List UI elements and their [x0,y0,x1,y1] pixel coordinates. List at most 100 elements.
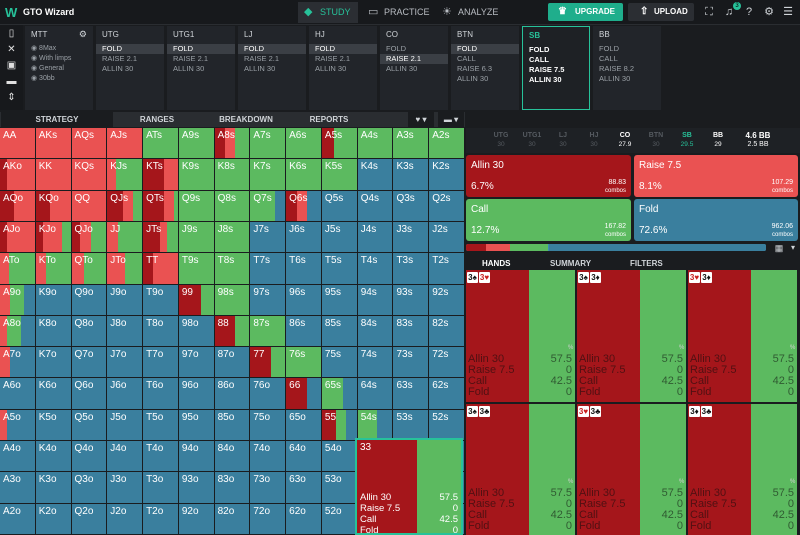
tab-ranges[interactable]: RANGES [139,115,175,124]
hand-cell[interactable]: T6s [286,253,322,285]
action-option[interactable]: FOLD [167,44,235,54]
hand-cell[interactable]: 74o [250,441,287,473]
combo-cell[interactable]: 3♦ 3♣% Allin 30 57.5 Raise 7.5 0 Call 42.5 Fold 0 [688,404,798,535]
hand-cell[interactable]: KTo [35,253,72,285]
hand-cell[interactable]: JTs [143,221,179,254]
hand-cell[interactable]: 62s [429,378,465,410]
hand-cell[interactable]: Q9o [71,284,108,316]
position-stack-co[interactable]: CO 27.9 [612,131,638,151]
hand-cell[interactable]: QJs [107,190,144,222]
hand-cell[interactable]: A3s [393,128,430,160]
hand-cell[interactable]: J8s [214,221,251,254]
hand-cell[interactable]: T6o [143,378,179,410]
action-option[interactable]: RAISE 2.1 [315,54,351,63]
action-call-box[interactable]: Call 12.7% 167.82 combos [466,199,631,241]
hand-cell[interactable]: K6o [35,378,72,410]
nav-analyze[interactable]: ☀ ANALYZE [436,2,500,23]
hand-cell[interactable]: 99 [178,284,215,316]
hand-cell[interactable]: QTs [143,190,179,222]
tab-strategy[interactable]: STRATEGY [1,112,113,127]
hand-cell[interactable]: A2o [0,503,36,535]
position-card-bb[interactable]: BB FOLD CALL RAISE 8.2 ALLIN 30 [593,26,661,110]
hand-cell[interactable]: 52s [429,409,465,442]
hand-cell[interactable]: A2s [429,128,465,160]
hand-cell[interactable]: 96o [178,378,215,410]
hand-cell[interactable]: A4s [357,128,394,160]
hand-cell[interactable]: KJs [107,159,144,191]
bell-icon[interactable]: ♫ [724,6,734,18]
action-option[interactable]: FOLD [238,44,306,54]
hand-cell[interactable]: 92o [178,503,215,535]
hand-cell[interactable]: 76o [250,378,287,410]
hand-cell[interactable]: K9s [178,159,215,191]
nav-study[interactable]: ◆ STUDY [298,2,358,23]
hand-cell[interactable]: T4s [357,253,394,285]
hand-cell[interactable]: Q2o [71,503,108,535]
hand-cell[interactable]: J5s [321,221,358,254]
action-option[interactable]: ALLIN 30 [173,64,205,73]
hand-cell[interactable]: T2s [429,253,465,285]
hand-cell[interactable]: Q2s [429,190,465,222]
hand-cell[interactable]: 97s [250,284,287,316]
hand-cell[interactable]: 82o [214,503,251,535]
settings-icon[interactable]: ⚙ [78,29,87,39]
hand-cell[interactable]: J4o [107,441,144,473]
action-option[interactable]: RAISE 2.1 [102,54,138,63]
hand-cell[interactable]: T3o [143,472,179,504]
hand-cell[interactable]: TT [143,253,179,285]
hand-cell[interactable]: JTo [107,253,144,285]
hand-cell[interactable]: Q4s [357,190,394,222]
save-icon[interactable]: ▣ [6,60,17,71]
hand-cell[interactable]: 73s [393,347,430,379]
hand-cell[interactable]: K7s [250,159,287,191]
hand-cell[interactable]: 84s [357,315,394,348]
action-option[interactable]: ALLIN 30 [599,74,631,83]
action-option[interactable]: FOLD [309,44,377,54]
hand-cell[interactable]: 76s [286,347,322,379]
heart-dropdown-icon[interactable]: ♥ ▾ [408,112,434,127]
hand-cell[interactable]: 72s [429,347,465,379]
hand-cell[interactable]: 64o [286,441,322,473]
position-card-utg[interactable]: UTG FOLD RAISE 2.1 ALLIN 30 [96,26,164,110]
action-option[interactable]: ALLIN 30 [386,64,418,73]
upload-button[interactable]: ⇧ UPLOAD [628,3,694,21]
hand-cell[interactable]: J9o [107,284,144,316]
hand-cell[interactable]: 77 [250,347,287,379]
hand-cell[interactable]: 97o [178,347,215,379]
hand-cell[interactable]: 55 [321,409,358,442]
display-dropdown-icon[interactable]: ▬ ▾ [438,112,464,127]
hand-cell[interactable]: A8s [214,128,251,160]
hand-cell[interactable]: 73o [250,472,287,504]
combo-cell[interactable]: 3♥ 3♦% Allin 30 57.5 Raise 7.5 0 Call 42.5 Fold 0 [688,270,798,403]
hand-cell[interactable]: T7o [143,347,179,379]
position-card-sb[interactable]: SB FOLD CALL RAISE 7.5 ALLIN 30 [522,26,590,110]
gear-icon[interactable]: ⚙ [764,6,774,18]
split-icon[interactable]: ⇕ [7,92,16,103]
hand-cell[interactable]: 88 [214,315,251,348]
position-card-co[interactable]: CO FOLD RAISE 2.1 ALLIN 30 [380,26,448,110]
hand-cell[interactable]: J4s [357,221,394,254]
chevron-down-icon[interactable]: ▾ [790,243,795,252]
hand-cell[interactable]: 74s [357,347,394,379]
hand-cell[interactable]: 85s [321,315,358,348]
hand-cell[interactable]: 53o [321,472,358,504]
action-option[interactable]: RAISE 2.1 [244,54,280,63]
hand-cell[interactable]: 93o [178,472,215,504]
tab-breakdown[interactable]: BREAKDOWN [219,115,273,124]
hand-cell[interactable]: T3s [393,253,430,285]
hand-cell[interactable]: Q6s [286,190,322,222]
hand-cell[interactable]: 52o [321,503,358,535]
combo-cell[interactable]: 3♠ 3♦% Allin 30 57.5 Raise 7.5 0 Call 42.5 Fold 0 [577,270,687,403]
hand-cell[interactable]: Q4o [71,441,108,473]
hand-cell[interactable]: T8o [143,315,179,348]
hand-cell[interactable]: Q5o [71,409,108,442]
action-raise-box[interactable]: Raise 7.5 8.1% 107.29 combos [634,155,798,197]
gto-wizard-logo-icon[interactable]: W [5,5,18,20]
nav-practice[interactable]: ▭ PRACTICE [362,2,432,23]
hand-cell[interactable]: 83o [214,472,251,504]
hand-cell[interactable]: AKs [35,128,72,160]
tab-filters[interactable]: FILTERS [630,259,663,268]
hand-cell[interactable]: QQ [71,190,108,222]
hand-cell[interactable]: A7s [250,128,287,160]
position-stack-sb[interactable]: SB 29.5 [674,131,700,151]
